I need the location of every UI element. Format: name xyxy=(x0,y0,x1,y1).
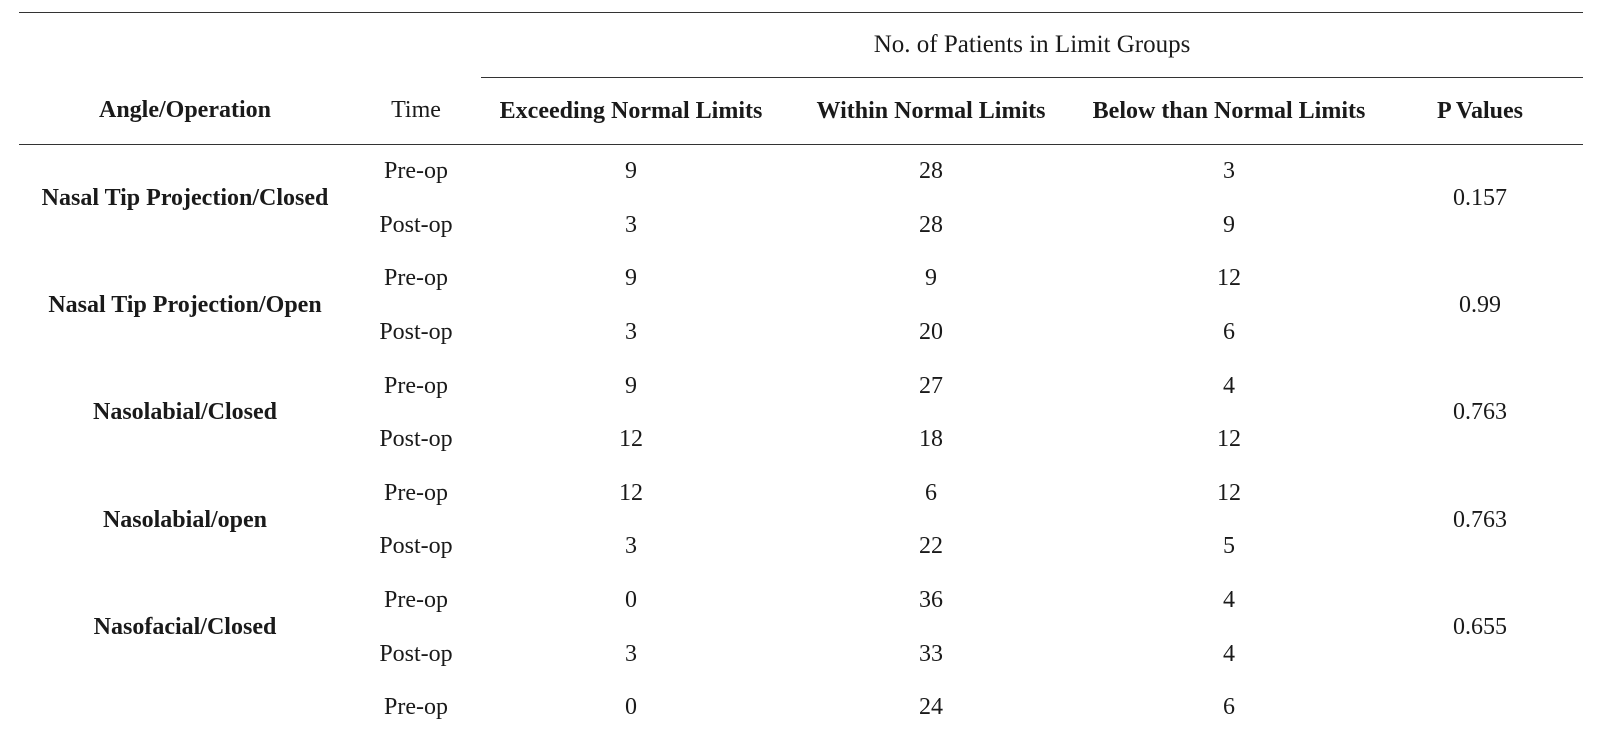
within-cell: 6 xyxy=(925,479,937,506)
exceeding-cell: 3 xyxy=(625,319,637,346)
time-cell: Post-op xyxy=(379,533,453,560)
table-row: Post-op 3 22 5 xyxy=(19,520,1583,574)
time-cell: Pre-op xyxy=(384,158,448,185)
table-row: Nasolabial/open Pre-op 12 6 12 0.763 xyxy=(19,467,1583,533)
exceeding-cell: 9 xyxy=(625,158,637,185)
p-value-cell: 0.763 xyxy=(1453,506,1508,533)
exceeding-cell: 3 xyxy=(625,211,637,238)
within-cell: 20 xyxy=(919,319,943,346)
p-value-cell xyxy=(1377,681,1583,735)
within-cell: 28 xyxy=(919,211,943,238)
exceeding-cell: 0 xyxy=(625,694,637,721)
within-cell: 27 xyxy=(919,372,943,399)
exceeding-cell: 12 xyxy=(619,426,643,453)
angle-operation-cell: Nasal Tip Projection/Closed xyxy=(41,185,329,212)
table-row: Nasofacial/Closed Pre-op 0 36 4 0.655 xyxy=(19,574,1583,640)
time-cell: Pre-op xyxy=(384,587,448,614)
within-cell: 33 xyxy=(919,640,943,667)
below-cell: 4 xyxy=(1223,372,1235,399)
table-row: Nasolabial/Closed Pre-op 9 27 4 0.763 xyxy=(19,359,1583,426)
p-value-cell: 0.157 xyxy=(1453,185,1508,212)
exceeding-cell: 0 xyxy=(625,587,637,614)
within-cell: 36 xyxy=(919,587,943,614)
below-cell: 5 xyxy=(1223,533,1235,560)
table-row: Post-op 3 28 9 xyxy=(19,199,1583,253)
time-cell: Post-op xyxy=(379,211,453,238)
group-header: No. of Patients in Limit Groups xyxy=(481,12,1584,78)
below-cell: 4 xyxy=(1223,587,1235,614)
angle-operation-cell: Nasolabial/open xyxy=(102,506,268,533)
table-row: Post-op 12 18 12 xyxy=(19,413,1583,467)
within-cell: 9 xyxy=(925,265,937,292)
below-cell: 3 xyxy=(1223,158,1235,185)
col-header-within: Within Normal Limits xyxy=(781,77,1081,145)
table-row: Nasal Tip Projection/Open Pre-op 9 9 12 … xyxy=(19,252,1583,318)
angle-operation-cell xyxy=(19,681,351,735)
col-header-angle: Angle/Operation xyxy=(19,77,351,145)
below-cell: 4 xyxy=(1223,640,1235,667)
col-header-exceeding: Exceeding Normal Limits xyxy=(481,77,781,145)
below-cell: 12 xyxy=(1217,265,1241,292)
column-header-row: Angle/Operation Time Exceeding Normal Li… xyxy=(19,77,1584,145)
exceeding-cell: 3 xyxy=(625,640,637,667)
below-cell: 6 xyxy=(1223,694,1235,721)
p-value-cell: 0.99 xyxy=(1459,292,1502,319)
angle-operation-cell: Nasofacial/Closed xyxy=(93,613,277,640)
exceeding-cell: 9 xyxy=(625,265,637,292)
below-cell: 6 xyxy=(1223,319,1235,346)
table-row: Nasal Tip Projection/Closed Pre-op 9 28 … xyxy=(19,145,1583,211)
col-header-time: Time xyxy=(351,77,481,145)
time-cell: Pre-op xyxy=(384,372,448,399)
angle-operation-cell: Nasal Tip Projection/Open xyxy=(48,292,322,319)
time-cell: Pre-op xyxy=(384,479,448,506)
within-cell: 28 xyxy=(919,158,943,185)
col-header-below: Below than Normal Limits xyxy=(1081,77,1377,145)
within-cell: 22 xyxy=(919,533,943,560)
table-body: Nasal Tip Projection/Closed Pre-op 9 28 … xyxy=(19,145,1583,735)
time-cell: Post-op xyxy=(379,640,453,667)
within-cell: 18 xyxy=(919,426,943,453)
exceeding-cell: 3 xyxy=(625,533,637,560)
exceeding-cell: 12 xyxy=(619,479,643,506)
table-row: Post-op 3 20 6 xyxy=(19,306,1583,360)
time-cell: Pre-op xyxy=(384,694,448,721)
below-cell: 9 xyxy=(1223,211,1235,238)
angle-operation-cell: Nasolabial/Closed xyxy=(92,399,278,426)
results-table: No. of Patients in Limit Groups Angle/Op… xyxy=(19,12,1584,735)
within-cell: 24 xyxy=(919,694,943,721)
below-cell: 12 xyxy=(1217,479,1241,506)
below-cell: 12 xyxy=(1217,426,1241,453)
time-cell: Post-op xyxy=(379,426,453,453)
time-cell: Pre-op xyxy=(384,265,448,292)
col-header-p-values: P Values xyxy=(1377,77,1584,145)
group-header-row: No. of Patients in Limit Groups xyxy=(19,12,1584,78)
table-row: Post-op 3 33 4 xyxy=(19,627,1583,681)
exceeding-cell: 9 xyxy=(625,372,637,399)
p-value-cell: 0.763 xyxy=(1453,399,1508,426)
time-cell: Post-op xyxy=(379,319,453,346)
p-value-cell: 0.655 xyxy=(1453,613,1508,640)
table-row: Pre-op 0 24 6 xyxy=(19,681,1583,735)
